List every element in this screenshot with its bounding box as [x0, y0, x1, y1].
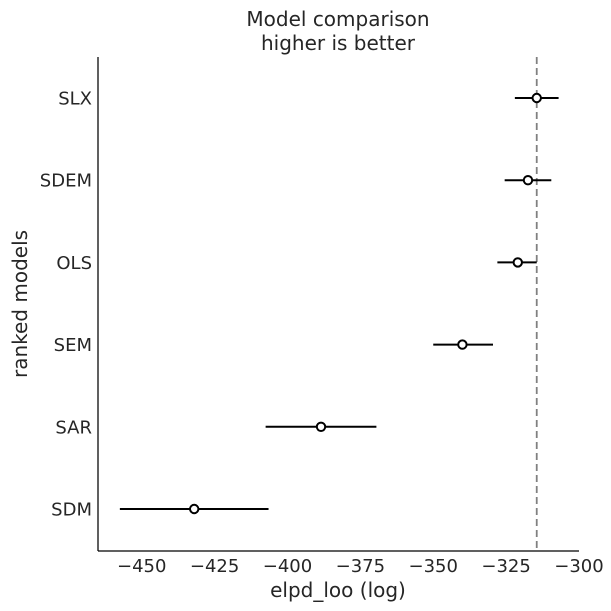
y-tick-label-sdm: SDM	[51, 500, 92, 521]
point-ols	[512, 257, 523, 268]
y-tick-label-ols: OLS	[56, 253, 92, 274]
chart-subtitle: higher is better	[261, 31, 416, 55]
y-axis-label: ranked models	[8, 230, 32, 378]
x-tick-label: −350	[409, 556, 458, 577]
point-sdm	[189, 503, 200, 515]
y-tick-label-slx: SLX	[58, 89, 92, 110]
point-sar	[315, 421, 327, 432]
x-tick-label: −450	[117, 556, 166, 577]
y-tick-label-sar: SAR	[55, 417, 92, 438]
y-tick-label-sem: SEM	[54, 335, 92, 356]
point-sdem	[522, 175, 534, 186]
x-tick-label: −375	[336, 556, 385, 577]
x-tick-label: −400	[263, 556, 312, 577]
x-tick-label: −425	[190, 556, 239, 577]
x-tick-label: −300	[554, 556, 603, 577]
chart-title: Model comparison	[246, 7, 429, 31]
point-slx	[531, 92, 542, 104]
x-tick-label: −325	[481, 556, 530, 577]
y-tick-label-sdem: SDEM	[40, 171, 92, 192]
x-axis-label: elpd_loo (log)	[270, 578, 406, 602]
point-sem	[457, 339, 468, 350]
